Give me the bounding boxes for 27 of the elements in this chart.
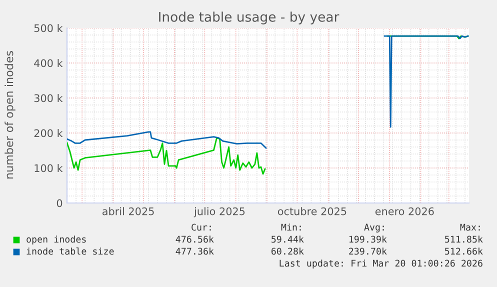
text: 60.28k: [271, 248, 304, 255]
text: 199.39k: [349, 236, 387, 243]
text: Cur:: [192, 224, 211, 231]
text: 59.44k: [272, 236, 304, 243]
y-tick-label: 0: [56, 199, 62, 208]
text: 239.70k: [349, 248, 387, 255]
x-tick-label: julio 2025: [194, 207, 245, 218]
legend-label: open inodes: [26, 236, 86, 244]
x-tick-label: abril 2025: [102, 207, 154, 216]
y-tick-label: 500 k: [34, 24, 63, 32]
legend-label: inode table size: [26, 248, 114, 255]
x-tick-label: enero 2026: [375, 207, 434, 216]
y-tick-label: 100 k: [34, 164, 63, 172]
y-tick-label: 300 k: [34, 94, 63, 102]
text: 477.36k: [176, 248, 214, 255]
text: 511.85k: [445, 236, 483, 243]
y-tick-label: 400 k: [34, 59, 63, 68]
text: Last update: Fri Mar 20 01:00:26 2026: [280, 260, 482, 268]
chart-title: Inode table usage - by year: [159, 12, 340, 24]
text: Avg:: [364, 224, 384, 232]
text: Max:: [460, 224, 480, 231]
x-tick-label: octubre 2025: [278, 207, 346, 216]
text: 512.66k: [445, 248, 483, 255]
y-tick-label: 200 k: [34, 129, 63, 138]
text: 476.56k: [176, 236, 214, 243]
text: Min:: [281, 224, 301, 231]
y-axis-title: number of open inodes: [4, 51, 16, 178]
